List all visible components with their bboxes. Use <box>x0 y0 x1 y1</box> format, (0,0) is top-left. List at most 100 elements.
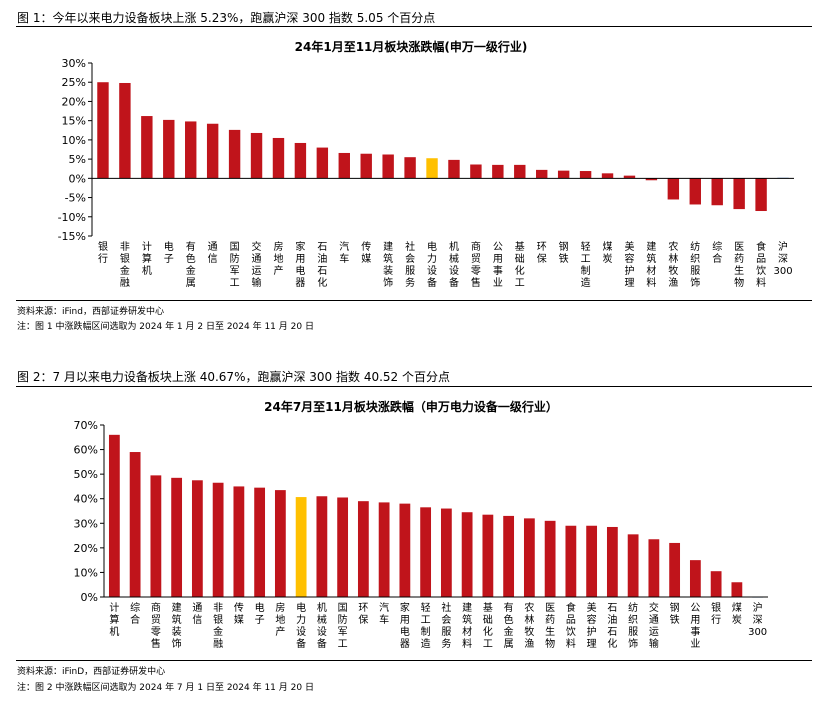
chart2-title: 24年7月至11月板块涨跌幅（申万电力设备一级行业） <box>264 400 558 414</box>
chart1-category-label: 综合 <box>712 240 722 265</box>
chart2-bar <box>627 534 639 597</box>
chart2-bar <box>129 452 141 597</box>
chart1-bar <box>689 178 701 205</box>
figure2-bottom-rule <box>16 660 812 661</box>
chart2-bar <box>689 560 701 597</box>
chart2-category-label: 钢铁 <box>670 601 680 626</box>
chart2-bar <box>316 496 328 597</box>
chart2-bar <box>565 525 577 597</box>
chart1-category-label: 沪深 300 <box>773 240 792 277</box>
chart1-y-tick-label: 20% <box>62 95 86 108</box>
chart1-bar <box>711 178 723 206</box>
chart2-category-label: 社会服务 <box>441 601 451 650</box>
chart1-bar <box>294 142 307 179</box>
chart2-category-label: 石油石化 <box>607 603 617 650</box>
chart1-bar <box>119 82 131 179</box>
chart1-bar <box>382 154 394 179</box>
chart1-category-label: 机械设备 <box>449 240 459 289</box>
chart1-bar <box>492 164 504 179</box>
chart2-category-label: 机械设备 <box>317 601 327 650</box>
chart1-category-label: 建筑材料 <box>646 240 656 289</box>
chart1-bar <box>623 175 636 179</box>
chart2-bar <box>233 486 245 597</box>
figure1-bottom-rule <box>16 300 812 301</box>
figure1-source: 资料来源：iFind，西部证券研发中心 <box>17 307 164 317</box>
chart2-category-label: 电子 <box>255 601 265 626</box>
chart2-category-label: 传媒 <box>234 602 244 626</box>
chart2-y-tick-label: 60% <box>74 444 98 457</box>
chart1-bar <box>667 178 680 200</box>
chart2-bar <box>191 480 203 597</box>
chart2-category-label: 沪深 300 <box>748 601 767 638</box>
chart1-category-label: 汽车 <box>339 240 349 265</box>
chart1-bar <box>755 178 767 212</box>
chart2-category-label: 美容护理 <box>587 601 597 650</box>
chart2-bar <box>150 475 162 597</box>
chart1-category-label: 煤炭 <box>603 240 613 265</box>
chart1-bar <box>338 152 350 179</box>
chart2-category-label: 银行 <box>711 601 721 626</box>
chart2-bar <box>544 520 556 597</box>
chart2-bar <box>212 482 224 597</box>
chart1-bar <box>97 82 109 179</box>
chart1-y-tick-label: 30% <box>62 57 86 70</box>
chart2-y-tick-label: 40% <box>74 493 98 506</box>
chart2-category-label: 医药生物 <box>545 602 555 650</box>
chart1-bar <box>426 158 438 179</box>
chart1-bar <box>514 164 526 179</box>
chart2-category-label: 房地产 <box>275 601 285 638</box>
chart1-bar <box>228 129 241 179</box>
chart2-bar <box>731 582 743 597</box>
figure2-note: 注：图 2 中涨跌幅区间选取为 2024 年 7 月 1 日至 2024 年 1… <box>17 683 314 693</box>
chart1-y-tick-label: -5% <box>65 192 86 205</box>
chart1-category-label: 钢铁 <box>559 240 569 265</box>
chart2-category-label: 计算机 <box>109 601 119 638</box>
chart2-bar <box>440 508 452 597</box>
chart1-category-label: 石油石化 <box>317 242 327 289</box>
chart1-bar <box>536 169 548 179</box>
chart2-category-label: 煤炭 <box>732 601 742 626</box>
chart1-bar <box>163 119 175 179</box>
chart1-bar <box>733 178 745 210</box>
chart2-y-tick-label: 10% <box>74 566 98 579</box>
chart1-category-label: 有色金属 <box>186 240 196 289</box>
chart1-category-label: 通信 <box>208 241 218 265</box>
chart1-category-label: 医药生物 <box>734 241 744 289</box>
chart2-y-tick-label: 50% <box>74 468 98 481</box>
chart1-bar <box>141 116 153 179</box>
chart2-y-tick-label: 0% <box>81 591 98 604</box>
chart2-category-label: 综合 <box>130 601 140 626</box>
chart1-category-label: 非银金融 <box>120 241 130 289</box>
chart1-y-tick-label: -10% <box>58 211 86 224</box>
chart1-y-tick-label: 5% <box>69 153 86 166</box>
chart2-category-label: 农林牧渔 <box>524 601 534 650</box>
chart1-bar <box>579 171 592 179</box>
chart2-bar <box>378 502 390 597</box>
chart2-bar <box>503 515 515 597</box>
chart1-plot: 30% 25% 20% 15% 10% 5% 0% -5% -10% -15% 银行 非银金融 计算机 电… <box>58 57 794 289</box>
chart1-bar <box>272 137 285 179</box>
chart1-category-label: 建筑装饰 <box>383 240 393 289</box>
chart2-category-label: 建筑装饰 <box>172 601 182 650</box>
chart1-category-label: 计算机 <box>142 240 152 277</box>
chart2-y-tick-label: 30% <box>74 517 98 530</box>
chart2-category-label: 纺织服饰 <box>628 601 638 650</box>
chart2-bar <box>171 477 183 597</box>
chart2-bar <box>295 497 307 597</box>
chart2-category-label: 轻工制造 <box>421 601 431 650</box>
chart1-y-tick-label: 0% <box>69 172 86 185</box>
chart1-category-label: 轻工制造 <box>581 240 591 289</box>
chart2-category-label: 交通运输 <box>649 601 659 650</box>
chart1-bar <box>206 123 219 179</box>
chart2-category-label: 国防军工 <box>338 602 348 650</box>
chart1-bar <box>448 159 460 179</box>
chart1-category-label: 食品饮料 <box>756 240 766 289</box>
chart2-bar <box>482 514 494 597</box>
chart1-category-label: 电力设备 <box>427 240 437 289</box>
chart1-category-label: 房地产 <box>273 240 283 277</box>
chart2-bar <box>669 542 681 597</box>
chart1-y-tick-label: 25% <box>62 76 86 89</box>
chart1-bar <box>404 157 416 179</box>
chart1-category-label: 交通运输 <box>252 240 262 289</box>
